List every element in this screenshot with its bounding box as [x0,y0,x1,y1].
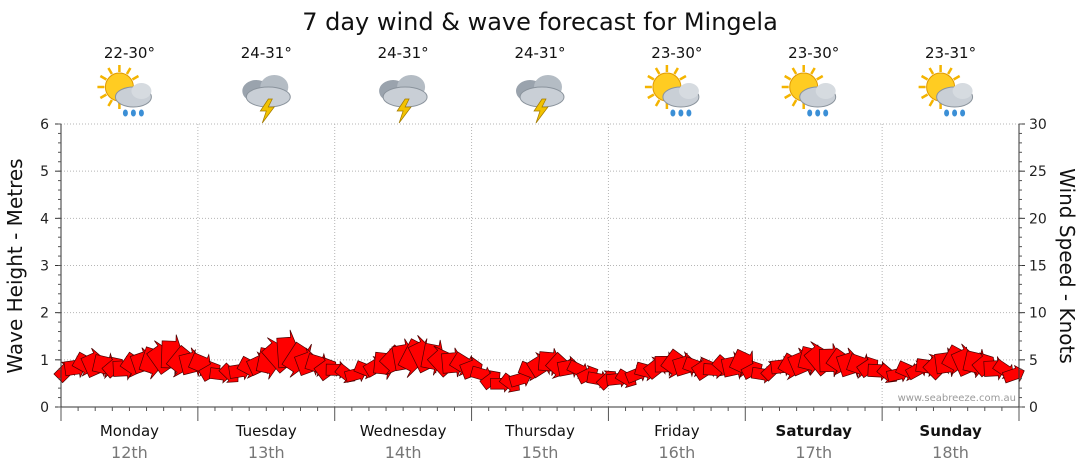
chart-title: 7 day wind & wave forecast for Mingela [302,8,778,36]
temperature-range: 22-30° [104,44,155,62]
partly-sunny-showers-icon [97,65,152,117]
rain-drop [122,109,128,117]
watermark: www.seabreeze.com.au [898,393,1016,404]
left-tick-label: 1 [40,353,49,369]
right-tick-label: 10 [1029,306,1047,322]
rain-drop [130,109,136,117]
sun-ray [647,93,655,100]
rain-drop [670,109,676,117]
date-label: 13th [248,443,285,462]
sun-ray [107,99,113,107]
left-tick-label: 3 [40,259,49,275]
sun-ray [952,74,961,81]
left-tick-label: 6 [40,117,49,133]
partly-sunny-showers-icon [781,65,837,117]
sun-ray [784,93,792,100]
sun-ray [99,93,108,100]
day-label: Wednesday [360,422,447,440]
right-axis-title: Wind Speed - Knots [1055,168,1079,364]
left-tick-label: 4 [40,211,49,227]
rain-drop [815,109,821,117]
right-tick-label: 5 [1029,353,1038,369]
sun-ray [947,67,953,75]
lightning-bolt [533,98,549,124]
sun-ray [99,74,108,81]
temperature-range: 24-31° [514,44,565,62]
sun-ray [107,67,113,75]
sun-ray [920,93,929,100]
rain-drop [138,109,144,117]
sun-ray [920,74,929,81]
day-label: Thursday [504,422,575,440]
rain-drop [678,109,684,117]
rain-drop [952,109,958,117]
day-label: Monday [100,422,159,440]
rain-drop [807,109,813,117]
sun-ray [679,74,687,81]
right-tick-label: 25 [1029,164,1047,180]
thunderstorm-icon [379,75,428,124]
date-label: 16th [658,443,695,462]
thunderstorm-icon [242,75,291,124]
partly-sunny-showers-icon [644,65,700,117]
right-tick-label: 15 [1029,259,1047,275]
rain-drop [686,109,692,117]
left-axis-title: Wave Height - Metres [3,158,27,373]
sun-ray [654,99,661,107]
day-label: Saturday [776,422,853,440]
sun-ray [816,74,824,81]
date-label: 12th [111,443,148,462]
rain-drop [823,109,829,117]
temperature-range: 24-31° [241,44,292,62]
cloud [952,83,973,99]
left-tick-label: 2 [40,306,49,322]
temperature-range: 23-30° [788,44,839,62]
cloud [678,83,699,99]
day-label: Friday [654,422,700,440]
day-label: Sunday [919,422,982,440]
right-tick-label: 30 [1029,117,1047,133]
date-label: 18th [932,443,969,462]
temperature-range: 23-30° [651,44,702,62]
date-label: 17th [795,443,832,462]
rain-drop [960,109,966,117]
sun-ray [647,74,655,81]
sun-ray [791,99,798,107]
sun-ray [810,67,816,75]
sun-ray [784,74,792,81]
right-tick-label: 0 [1029,400,1038,416]
cloud [815,83,836,99]
left-tick-label: 5 [40,164,49,180]
day-label: Tuesday [235,422,297,440]
sun-ray [654,67,661,75]
left-tick-label: 0 [40,400,49,416]
sun-ray [673,67,679,75]
cloud [131,83,152,99]
sun-ray [928,67,935,75]
lightning-bolt [259,98,275,124]
temperature-range: 24-31° [378,44,429,62]
temperature-range: 23-31° [925,44,976,62]
date-label: 14th [385,443,422,462]
lightning-bolt [396,98,412,124]
sun-ray [928,99,935,107]
rain-drop [944,109,950,117]
date-label: 15th [522,443,559,462]
thunderstorm-icon [516,75,565,124]
partly-sunny-showers-icon [918,65,974,117]
sun-ray [791,67,798,75]
sun-ray [125,67,132,75]
sun-ray [131,74,140,81]
right-tick-label: 20 [1029,211,1047,227]
